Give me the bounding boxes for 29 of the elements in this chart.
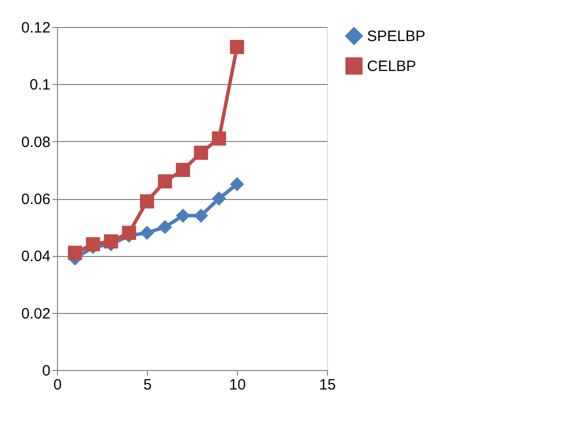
x-tick-label: 5 xyxy=(143,376,152,394)
y-tick-label: 0.02 xyxy=(21,305,50,322)
x-tick-label: 0 xyxy=(53,376,62,394)
y-tick-label: 0.06 xyxy=(21,191,50,208)
point xyxy=(230,40,244,54)
legend-label: SPELBP xyxy=(367,28,426,45)
x-tick-label: 10 xyxy=(229,376,246,394)
point xyxy=(230,177,244,192)
point xyxy=(194,146,208,160)
point xyxy=(158,220,172,234)
x-tick-label: 15 xyxy=(319,376,336,394)
point xyxy=(158,174,172,188)
point xyxy=(194,208,208,223)
point xyxy=(122,226,136,240)
y-tick-label: 0.04 xyxy=(21,248,50,266)
point xyxy=(104,234,118,248)
y-tick-label: 0.1 xyxy=(30,76,50,94)
y-tick-label: 0 xyxy=(42,362,50,380)
point xyxy=(212,131,226,146)
point xyxy=(86,237,100,252)
point xyxy=(212,191,226,206)
point xyxy=(176,162,190,177)
legend-label: CELBP xyxy=(367,58,416,75)
point xyxy=(140,194,154,208)
y-tick-label: 0.12 xyxy=(21,20,50,36)
point xyxy=(176,208,190,223)
point xyxy=(140,226,154,240)
point xyxy=(68,246,82,260)
y-tick-label: 0.08 xyxy=(21,134,50,151)
